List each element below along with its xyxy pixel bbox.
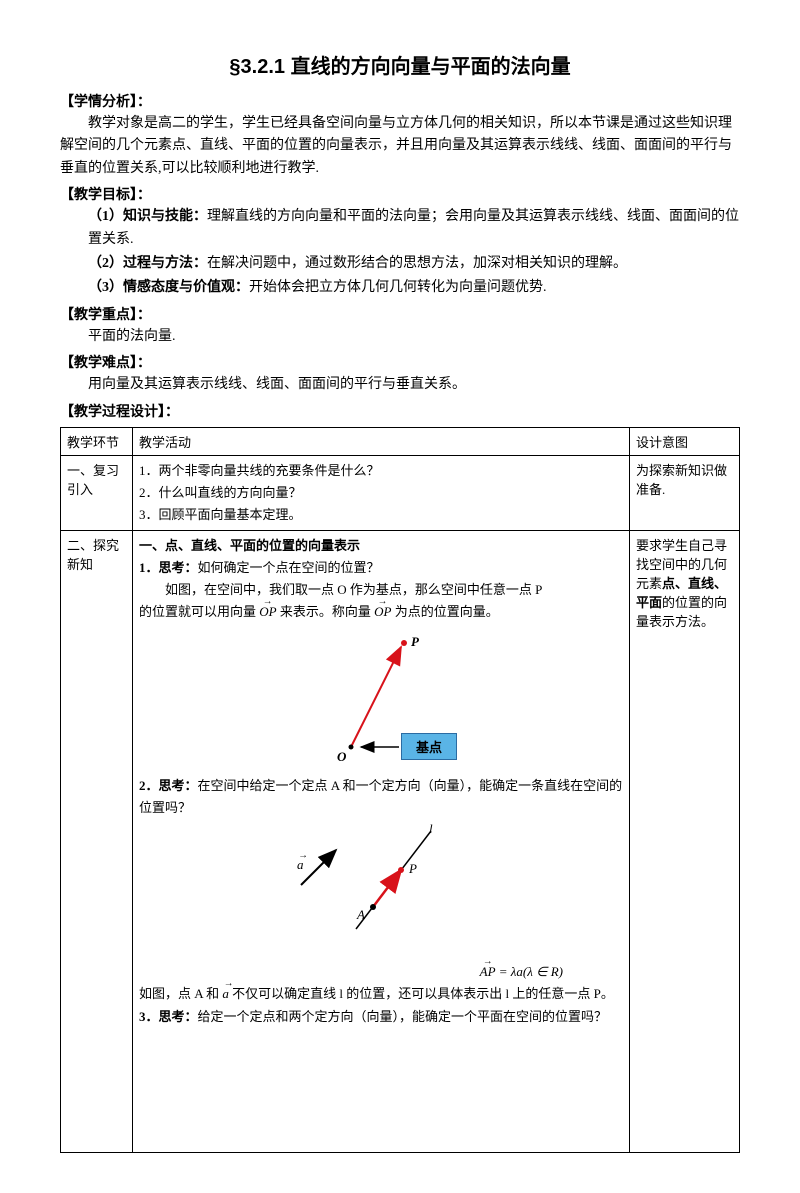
think1-body-d: 为点的位置向量。 — [391, 604, 498, 619]
header-design: 设计意图 — [630, 427, 740, 455]
row2-section-title: 一、点、直线、平面的位置的向量表示 — [139, 535, 623, 557]
figure-line-ap: l P A a — [241, 825, 521, 955]
figure-op-vector: P O 基点 — [241, 629, 521, 769]
objective-2-label: （2）过程与方法： — [88, 256, 207, 271]
table-row: 一、复习引入 1．两个非零向量共线的充要条件是什么？ 2．什么叫直线的方向向量？… — [61, 455, 740, 530]
think2-label: 2．思考： — [139, 778, 198, 793]
row2-think1: 1．思考：如何确定一个点在空间的位置？ — [139, 557, 623, 579]
process-heading: 【教学过程设计】： — [60, 401, 740, 421]
vec-op-2: OP — [374, 601, 391, 623]
difficulty-heading: 【教学难点】： — [60, 352, 740, 372]
formula-vec-ap: AP — [480, 961, 496, 983]
think1-body-b: 的位置就可以用向量 — [139, 604, 259, 619]
fig1-label-p: P — [411, 634, 419, 650]
objective-2-text: 在解决问题中，通过数形结合的思想方法，加深对相关知识的理解。 — [207, 256, 627, 271]
fig1-svg — [241, 629, 521, 769]
page-title: §3.2.1 直线的方向向量与平面的法向量 — [60, 50, 740, 79]
think3-q: 给定一个定点和两个定方向（向量），能确定一个平面在空间的位置吗？ — [198, 1009, 608, 1024]
objective-1: （1）知识与技能：理解直线的方向向量和平面的法向量；会用向量及其运算表示线线、线… — [60, 206, 740, 251]
objective-3-label: （3）情感态度与价值观： — [88, 280, 249, 295]
focus-heading: 【教学重点】： — [60, 304, 740, 324]
focus-text: 平面的法向量. — [60, 326, 740, 348]
formula-ap: AP = λa(λ ∈ R) — [139, 961, 623, 983]
objective-2: （2）过程与方法：在解决问题中，通过数形结合的思想方法，加深对相关知识的理解。 — [60, 253, 740, 275]
blank-space — [139, 1028, 623, 1148]
fig2-label-a-pt: A — [357, 907, 365, 923]
objective-1-label: （1）知识与技能： — [88, 209, 207, 224]
row1-item1: 1．两个非零向量共线的充要条件是什么？ — [139, 460, 623, 482]
think2-after: 如图，点 A 和 a 不仅可以确定直线 l 的位置，还可以具体表示出 l 上的任… — [139, 983, 623, 1005]
think2-after-a: 如图，点 A 和 — [139, 986, 222, 1001]
fig1-label-o: O — [337, 749, 346, 765]
vec-op-1: OP — [259, 601, 276, 623]
fig2-label-a-vec: a — [297, 857, 304, 873]
objective-3-text: 开始体会把立方体几何几何转化为向量问题优势. — [249, 280, 547, 295]
table-header-row: 教学环节 教学活动 设计意图 — [61, 427, 740, 455]
think1-body-c: 来表示。称向量 — [277, 604, 375, 619]
row1-activity: 1．两个非零向量共线的充要条件是什么？ 2．什么叫直线的方向向量？ 3．回顾平面… — [133, 455, 630, 530]
fig2-vec-a: a — [297, 857, 304, 873]
think2-after-b: 不仅可以确定直线 l 的位置，还可以具体表示出 l 上的任意一点 P。 — [229, 986, 614, 1001]
vec-a-inline: a — [222, 983, 229, 1005]
objective-3: （3）情感态度与价值观：开始体会把立方体几何几何转化为向量问题优势. — [60, 277, 740, 299]
analysis-heading: 【学情分析】： — [60, 91, 740, 111]
basepoint-label: 基点 — [401, 733, 457, 760]
think1-body-line2: 的位置就可以用向量 OP 来表示。称向量 OP 为点的位置向量。 — [139, 601, 623, 623]
think1-q: 如何确定一个点在空间的位置？ — [198, 560, 380, 575]
analysis-text: 教学对象是高二的学生，学生已经具备空间向量与立方体几何的相关知识，所以本节课是通… — [60, 113, 740, 180]
row2-activity: 一、点、直线、平面的位置的向量表示 1．思考：如何确定一个点在空间的位置？ 如图… — [133, 530, 630, 1152]
row2-stage: 二、探究新知 — [61, 530, 133, 1152]
fig2-svg — [241, 825, 521, 935]
row1-stage: 一、复习引入 — [61, 455, 133, 530]
think1-label: 1．思考： — [139, 560, 198, 575]
row2-think3: 3．思考：给定一个定点和两个定方向（向量），能确定一个平面在空间的位置吗？ — [139, 1006, 623, 1028]
difficulty-text: 用向量及其运算表示线线、线面、面面间的平行与垂直关系。 — [60, 374, 740, 396]
lesson-table: 教学环节 教学活动 设计意图 一、复习引入 1．两个非零向量共线的充要条件是什么… — [60, 427, 740, 1153]
row2-think2: 2．思考：在空间中给定一个定点 A 和一个定方向（向量），能确定一条直线在空间的… — [139, 775, 623, 819]
row1-item2: 2．什么叫直线的方向向量？ — [139, 482, 623, 504]
header-activity: 教学活动 — [133, 427, 630, 455]
fig2-label-p: P — [409, 861, 417, 877]
row1-design: 为探索新知识做准备. — [630, 455, 740, 530]
think3-label: 3．思考： — [139, 1009, 198, 1024]
think2-q: 在空间中给定一个定点 A 和一个定方向（向量），能确定一条直线在空间的位置吗？ — [139, 778, 622, 815]
objectives-heading: 【教学目标】： — [60, 184, 740, 204]
formula-body: = λa(λ ∈ R) — [496, 964, 563, 979]
fig2-label-l: l — [429, 821, 433, 837]
header-stage: 教学环节 — [61, 427, 133, 455]
row1-item3: 3．回顾平面向量基本定理。 — [139, 504, 623, 526]
table-row: 二、探究新知 一、点、直线、平面的位置的向量表示 1．思考：如何确定一个点在空间… — [61, 530, 740, 1152]
row2-design: 要求学生自己寻找空间中的几何元素点、直线、平面的位置的向量表示方法。 — [630, 530, 740, 1152]
